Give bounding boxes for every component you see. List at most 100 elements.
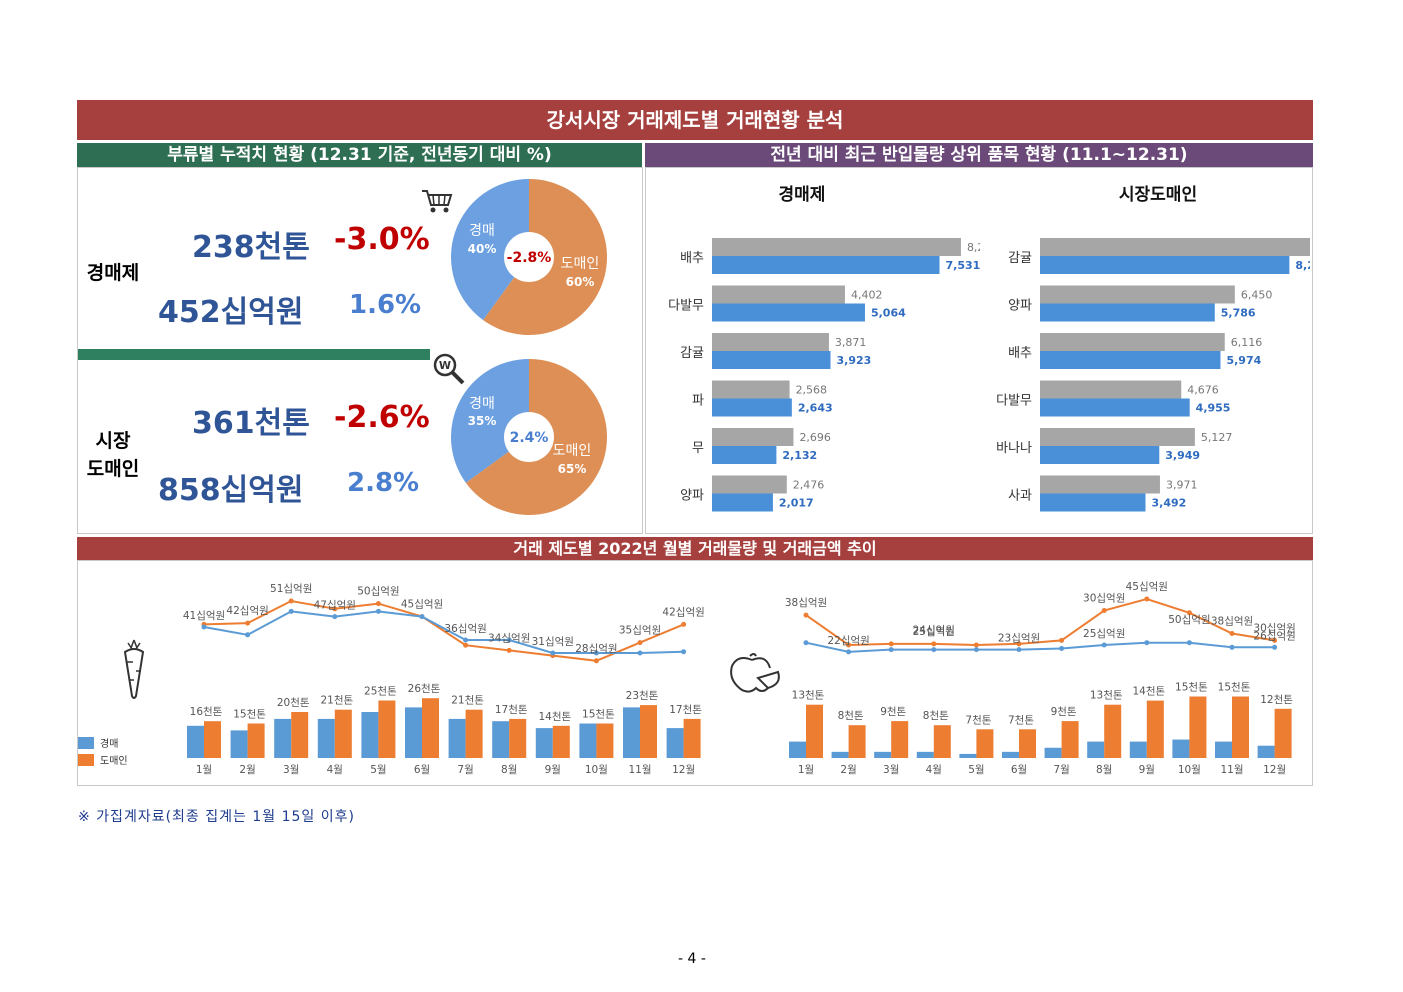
bar-wholesale [1019,729,1036,758]
bar-value-label: 20천톤 [277,697,310,709]
bar-group: 감귤 3,871 3,923 [680,333,871,369]
bar-auction [666,728,684,758]
month-label: 8월 [1096,764,1112,776]
bar-wholesale [976,729,994,758]
month-label: 5월 [370,764,386,776]
wholesale-label-line1: 시장 [95,430,131,452]
bar-auction [916,751,934,758]
category-label: 양파 [1008,299,1032,314]
bar-wholesale [422,698,439,758]
bar-value-label: 8천톤 [838,710,864,722]
auction-share-pie: -2.8% 경매 40% 도매인 60% [451,179,607,335]
auction-monthly-chart: 16천톤 1월 15천톤 2월 20천톤 3월 21천톤 4월 25천톤 5월 26천톤 6월 21천톤… [78,583,705,776]
bar-auction [187,725,204,758]
pie-label-auction: 경매 [469,396,495,412]
bar-auction [274,718,292,758]
pie-label-wholesale: 도매인 [561,256,600,272]
month-group: 15천톤 2월 [230,709,266,776]
line-value-label: 25십억원 [913,626,955,638]
svg-text:W: W [439,359,451,372]
bar-curr [712,303,865,322]
value-label-curr: 4,955 [1196,402,1231,415]
bar-auction [789,741,806,758]
bar-value-label: 9천톤 [1051,706,1077,718]
month-label: 12월 [1263,764,1286,776]
month-label: 9월 [545,764,561,776]
category-label: 양파 [680,489,704,504]
month-label: 9월 [1139,764,1155,776]
wholesale-monthly-chart: 13천톤 1월 8천톤 2월 9천톤 3월 8천톤 4월 7천톤 5월 7천톤 6월 9천톤 7월 13천톤… [785,581,1296,776]
month-label: 6월 [1011,764,1027,776]
wholesale-share-pie: 2.4% 경매 35% 도매인 65% [451,359,607,515]
value-label-prev: 2,568 [796,384,828,397]
wholesale-amount: 858십억원 [158,473,304,508]
bar-value-label: 21천톤 [451,695,484,707]
value-label-prev: 2,696 [799,431,831,444]
page-number: - 4 - [678,951,706,967]
bar-group: 양파 6,450 5,786 [1008,285,1272,322]
left-section-header: 부류별 누적치 현황 (12.31 기준, 전년동기 대비 %) [77,143,642,167]
bar-wholesale [806,704,823,758]
line-point [245,632,251,638]
magnifier-won-icon: W [433,353,465,385]
month-label: 1월 [196,764,212,776]
line-point [506,637,512,643]
line-point [1101,642,1107,648]
bar-auction [579,723,597,758]
line-point [288,598,294,604]
bar-wholesale [848,725,866,758]
month-group: 15천톤 11월 [1215,682,1251,776]
bar-value-label: 12천톤 [1260,694,1293,706]
bar-wholesale [552,725,570,758]
bar-prev [1040,285,1235,304]
bar-auction [959,753,977,758]
line-point [201,624,207,630]
line-value-label: 35십억원 [619,625,661,637]
bar-curr [1040,351,1221,369]
category-label: 파 [692,394,704,409]
month-group: 16천톤 1월 [187,706,223,776]
month-label: 7월 [457,764,473,776]
line-point [1186,640,1192,646]
month-label: 5월 [968,764,984,776]
category-label: 배추 [1008,346,1032,361]
month-label: 4월 [926,764,942,776]
line-value-label: 25십억원 [1083,628,1125,640]
month-group: 14천톤 9월 [1129,686,1165,776]
line-value-label: 23십억원 [998,633,1040,645]
line-point [1229,631,1235,636]
value-label-curr: 2,643 [798,402,833,415]
line-value-label: 36십억원 [444,623,486,635]
bar-group: 감귤9,1418,255 [1008,238,1310,274]
bar-curr [1040,446,1160,464]
legend-label-wholesale: 도매인 [100,755,128,767]
line-point [1229,644,1235,650]
bar-wholesale [1232,696,1249,758]
bar-value-label: 17천톤 [669,704,702,716]
month-label: 6월 [414,764,430,776]
month-group: 12천톤 12월 [1257,694,1293,776]
auction-label: 경매제 [86,262,140,284]
footnote: ※ 가집계자료(최종 집계는 1월 15일 이후) [78,809,355,825]
line-value-label: 42십억원 [662,606,704,618]
pie-slice-auction [451,179,529,321]
line-value-label: 47십억원 [314,600,356,612]
auction-amount: 452십억원 [158,295,304,330]
line-point [245,620,251,626]
line-point [463,642,469,648]
bar-curr [1040,398,1190,417]
line-point [1059,637,1065,643]
month-label: 8월 [501,764,517,776]
bar-wholesale [378,700,396,758]
bar-wholesale [1146,700,1164,758]
month-label: 10월 [1178,764,1201,776]
bar-auction [405,707,422,758]
legend-swatch-auction [78,737,94,749]
bar-group: 양파 2,476 2,017 [680,475,824,512]
bar-wholesale [509,718,527,758]
bar-value-label: 14천톤 [538,711,571,723]
line-value-label: 31십억원 [532,636,574,648]
line-point [419,614,425,620]
bar-wholesale [1061,721,1079,758]
month-group: 13천톤 1월 [789,690,825,776]
